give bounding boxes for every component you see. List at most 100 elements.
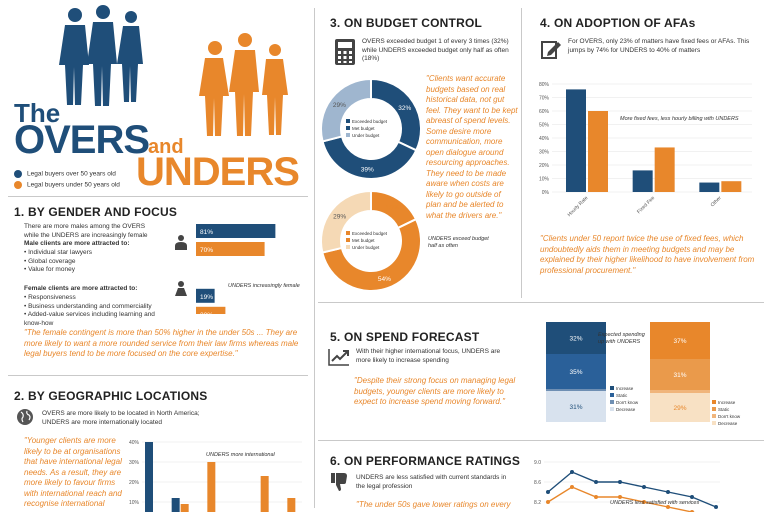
overs-donut-legend-label: Under budget [352,133,380,138]
s1-quote: "The female contingent is more than 50% … [24,328,299,358]
overs-donut-legend-label: Exceeded budget [352,119,388,124]
s3-intro: OVERS exceeded budget 1 of every 3 times… [362,38,509,62]
s1-female-item: • Business understanding and commerciali… [24,302,152,310]
ratings-line [547,471,717,508]
geo-bar [287,498,296,512]
geo-ytick: 40% [129,440,140,446]
s5-title: 5. ON SPEND FORECAST [330,330,480,344]
title-overs: OVERS [14,118,150,162]
s1-female-list: • Responsiveness • Business understandin… [24,294,164,328]
spend-segment [546,389,606,391]
spend-legend-label-overs: Static [616,393,628,398]
spend-legend-swatch-overs [610,393,614,397]
pencil-paper-icon [541,41,561,59]
overs-donut-legend-swatch [346,133,350,137]
s6-quote: "The under 50s gave lower ratings on eve… [356,500,511,509]
thumbs-down-icon [331,473,347,491]
spend-segment [546,354,606,389]
unders-donut-label: 54% [378,276,391,283]
gender-bar [196,224,276,238]
geo-bar [145,442,153,512]
gender-bar-label: 70% [200,247,213,254]
donut-overs-chart: 32% 39% 29% Exceeded budget Met budget Under … [320,77,422,180]
gender-bar [196,288,215,303]
afa-bar [699,182,720,192]
spend-chart: 32% 35% 31% 37% 31% 29% Increase Increase Static… [546,322,741,426]
afa-bar [632,170,653,192]
unders-donut-label: 29% [333,214,346,221]
unders-donut-label: 18% [386,205,399,212]
geo-bar [180,504,189,512]
afa-ytick: 30% [539,150,550,156]
afa-xtick: Hourly Rate [566,195,589,218]
gender-bar [196,306,226,314]
ratings-point [690,495,694,499]
legend-unders: Legal buyers under 50 years old [14,181,120,190]
spend-segment-label: 31% [673,372,686,379]
geo-bar [207,462,216,512]
title-unders: UNDERS [136,150,300,194]
ratings-point [546,490,550,494]
s1-male-list: • Individual star lawyers • Global cover… [24,249,92,275]
spend-legend-swatch-unders [712,421,716,425]
ratings-ytick: 8.6 [534,480,541,486]
geo-ytick: 20% [129,480,140,486]
afa-ytick: 0% [542,190,550,196]
spend-legend-swatch-unders [712,407,716,411]
spend-segment-label: 35% [569,369,582,376]
afa-ytick: 10% [539,177,550,183]
ratings-point [570,485,574,489]
globe-icon [17,409,33,425]
overs-donut-label: 39% [361,166,374,173]
legend-overs: Legal buyers over 50 years old [14,170,116,179]
ratings-point [714,505,718,509]
unders-donut-legend-label: Exceeded budget [352,231,388,236]
unders-donut-legend-swatch [346,231,350,235]
ratings-point [666,490,670,494]
s1-intro: There are more males among the OVERS whi… [24,223,148,239]
legend-dot-orange [14,181,22,189]
divider-left-2 [8,375,308,376]
overs-donut-legend-label: Met budget [352,126,375,131]
title-the: The [14,98,61,128]
s6-annotation: UNDERS less satisfied with services [610,500,700,506]
spend-segment [650,322,710,359]
ratings-point [546,500,550,504]
overs-donut-slice [370,77,422,152]
overs-donut-label: 29% [333,102,346,109]
afa-chart: 0% 10% 20% 30% 40% 50% 60% 70% 80% Hourly Rate Fix… [539,82,752,218]
spend-legend-label-unders: Increase [718,400,736,405]
spend-segment [650,390,710,393]
spend-legend-swatch-unders [712,414,716,418]
s2-annotation: UNDERS more international [206,452,275,458]
s1-male-item: • Individual star lawyers [24,249,93,256]
gender-bar [196,242,265,256]
afa-xtick: Fixed Fee [636,195,656,215]
ratings-point [642,485,646,489]
afa-bar [721,181,742,192]
afa-ytick: 50% [539,123,550,129]
spend-legend-swatch-overs [610,407,614,411]
s6-intro: UNDERS are less satisfied with current s… [356,474,507,490]
spend-segment-label: 31% [569,404,582,411]
spend-legend-swatch-overs [610,400,614,404]
s4-intro: For OVERS, only 23% of matters have fixe… [568,38,750,54]
s2-intro: OVERS are more likely to be located in N… [42,410,200,426]
overs-donut-legend-swatch [346,126,350,130]
geo-chart: 0%10%20%30%40% [129,440,302,512]
s6-title: 6. ON PERFORMANCE RATINGS [330,454,521,468]
ratings-point [618,495,622,499]
spend-legend-label-overs: Don't know [616,400,639,405]
divider-vertical-1 [314,8,315,508]
s5-quote: "Despite their strong focus on managing … [354,376,516,406]
divider-mid-1 [318,302,764,303]
s3-title: 3. ON BUDGET CONTROL [330,16,483,30]
unders-donut-slice [321,217,422,292]
afa-bar [654,147,675,192]
overs-donut-legend-swatch [346,119,350,123]
legend-unders-label: Legal buyers under 50 years old [27,181,120,189]
s4-title: 4. ON ADOPTION OF AFAs [540,16,696,30]
s2-quote: "Younger clients are more likely to be a… [24,436,122,508]
spend-segment-label: 29% [673,405,686,412]
afa-ytick: 20% [539,163,550,169]
